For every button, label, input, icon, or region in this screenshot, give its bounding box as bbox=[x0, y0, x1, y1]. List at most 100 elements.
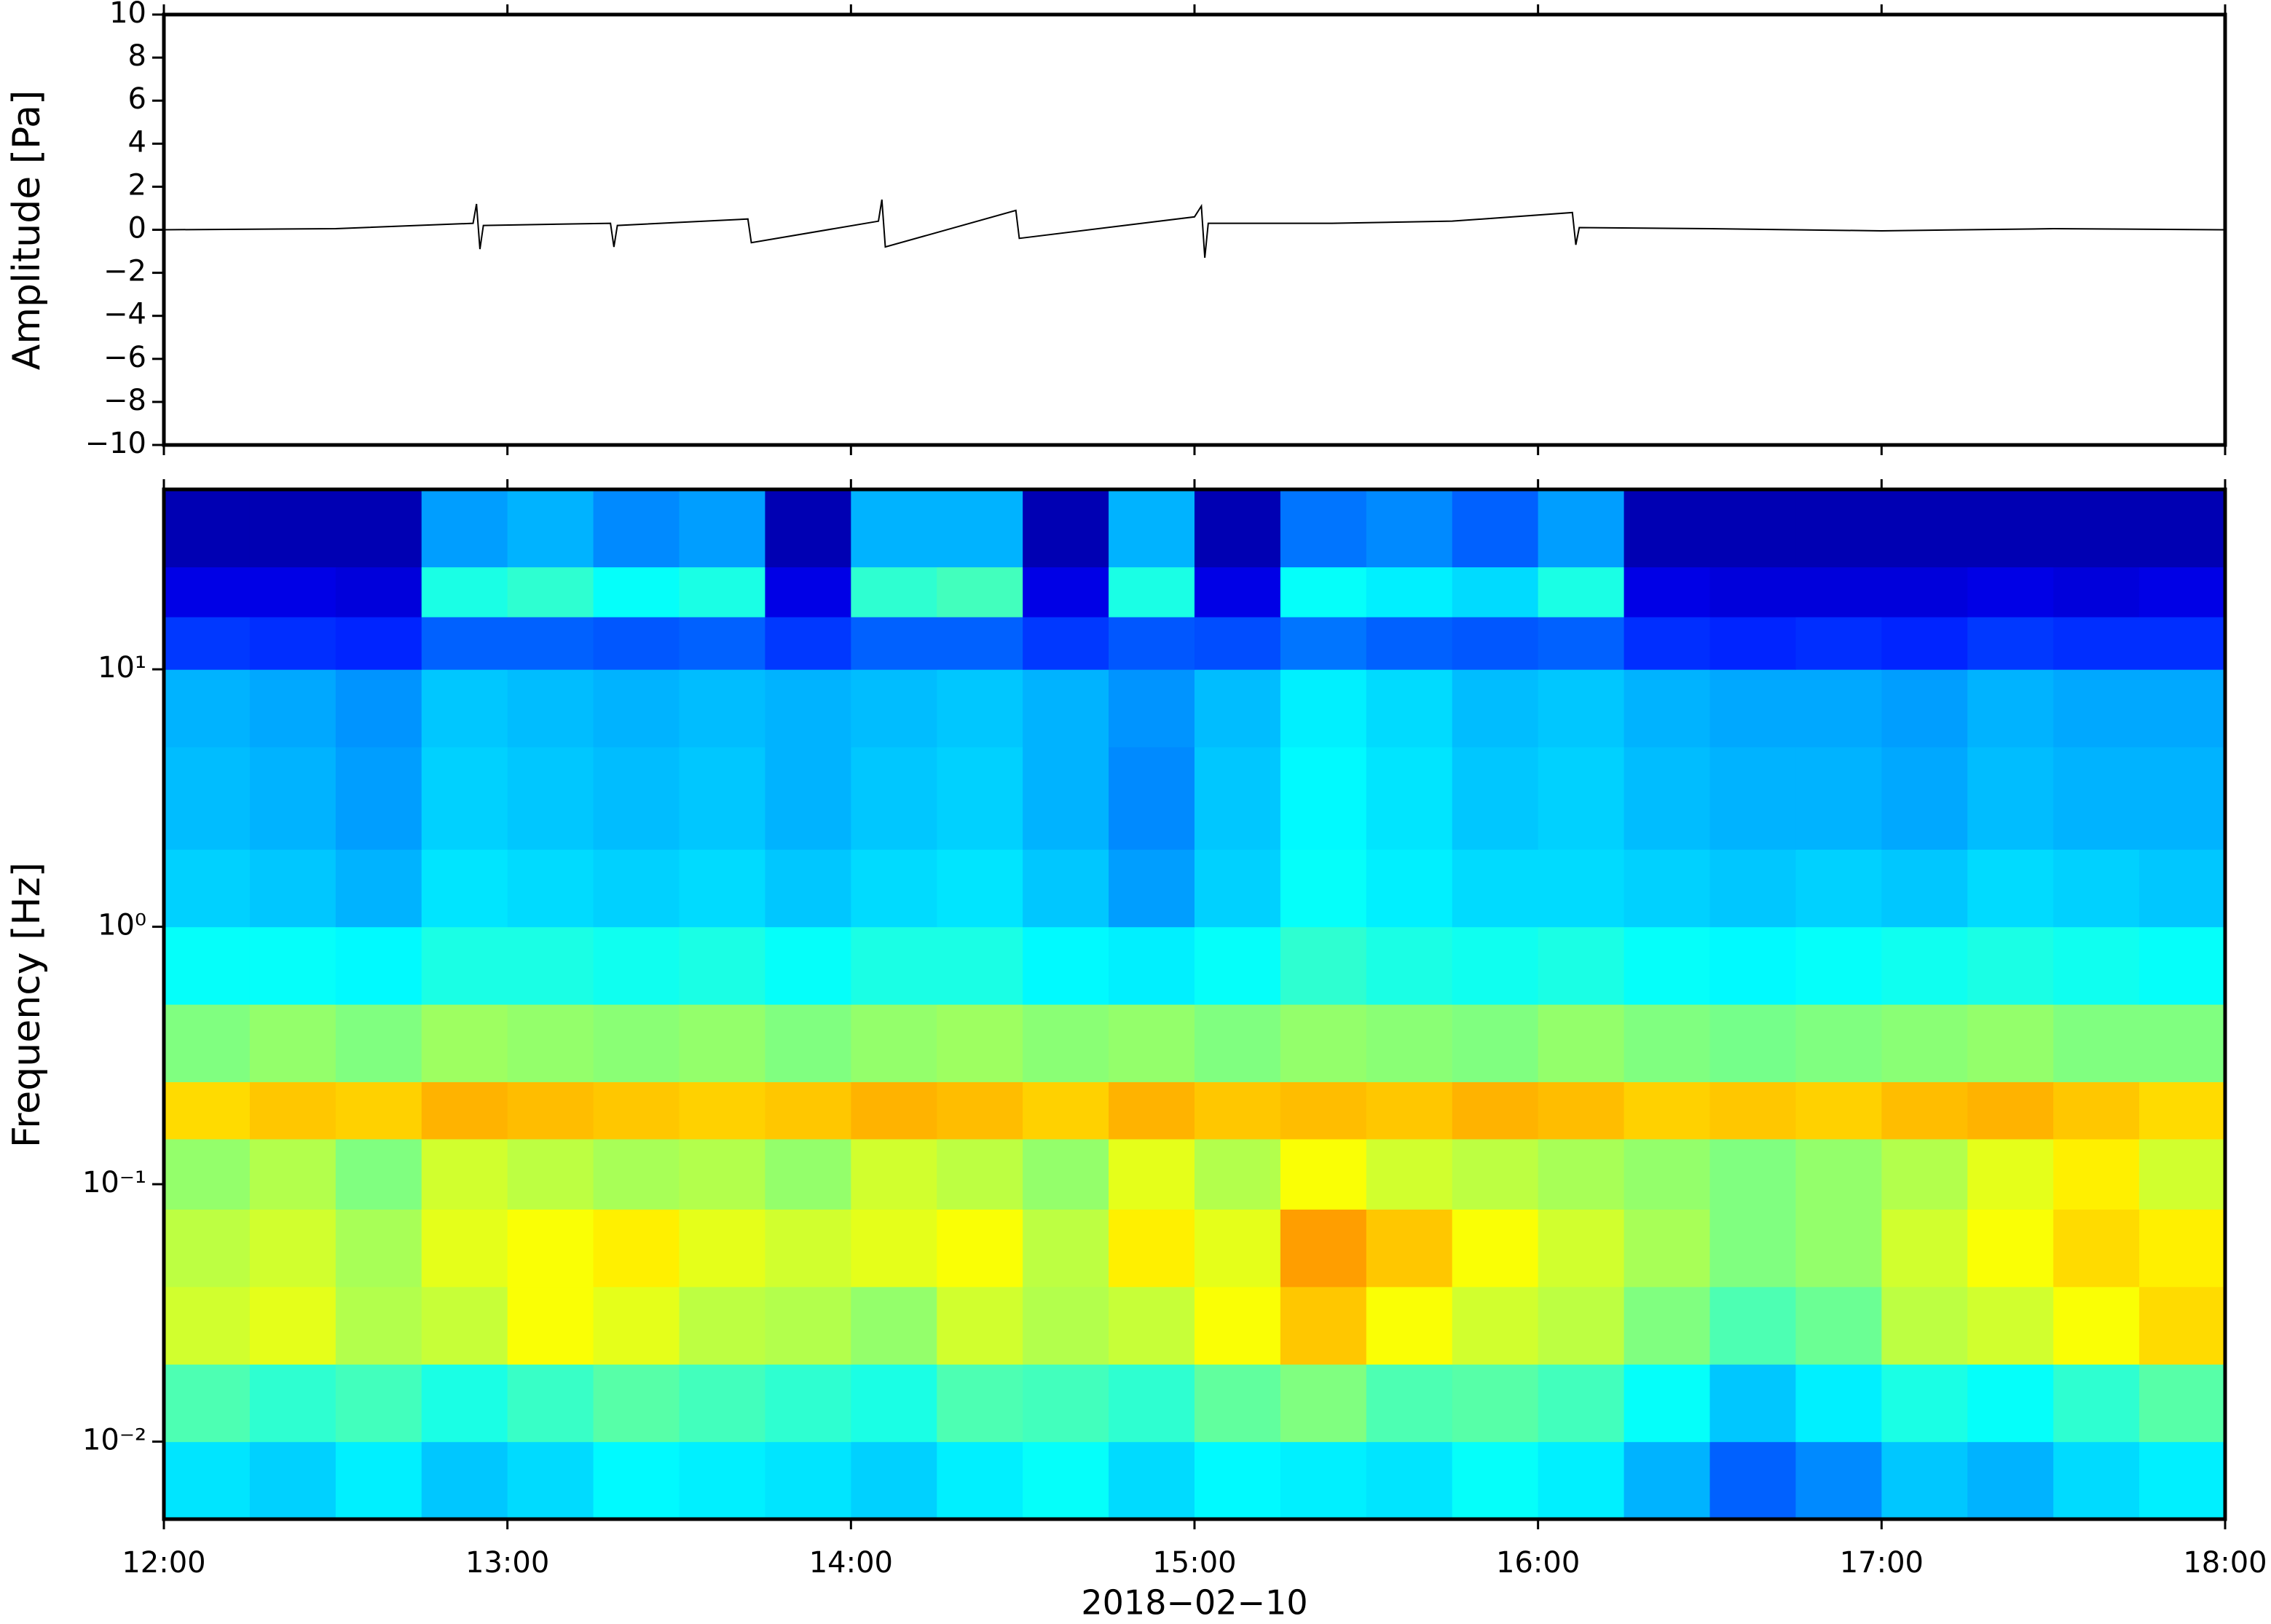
spectrogram-cell bbox=[1967, 669, 2054, 748]
spectrogram-cell bbox=[937, 616, 1023, 670]
spectrogram-cell bbox=[2053, 1004, 2140, 1083]
spectrogram-cell bbox=[1366, 669, 1453, 748]
spectrogram-cell bbox=[249, 669, 336, 748]
spectrogram-cell bbox=[2139, 926, 2226, 1005]
spectrogram-cell bbox=[507, 1138, 594, 1210]
spectrogram-cell bbox=[1280, 1286, 1367, 1365]
spectrogram-cell bbox=[1538, 1138, 1625, 1210]
spectrogram-cell bbox=[937, 669, 1023, 748]
spectrogram-cell bbox=[679, 1138, 766, 1210]
spectrogram-cell bbox=[1280, 489, 1367, 568]
spectrogram-cell bbox=[937, 489, 1023, 568]
spectrogram-cell bbox=[1280, 1441, 1367, 1520]
spectrogram-cell bbox=[1023, 746, 1109, 850]
spectrogram-cell bbox=[851, 849, 937, 928]
spectrogram-cell bbox=[765, 746, 851, 850]
spectrogram-cell bbox=[1023, 567, 1109, 618]
spectrogram-cell bbox=[1881, 1364, 1968, 1443]
spectrogram-cell bbox=[1109, 567, 1195, 618]
spectrogram-cell bbox=[1366, 1209, 1453, 1288]
y-tick-label: 2 bbox=[128, 168, 146, 202]
y-tick-label: 10⁻² bbox=[82, 1424, 146, 1457]
spectrogram-cell bbox=[335, 1364, 422, 1443]
spectrogram-cell bbox=[249, 1081, 336, 1140]
spectrogram-cell bbox=[1023, 1138, 1109, 1210]
spectrogram-cell bbox=[1538, 567, 1625, 618]
spectrogram-cell bbox=[937, 1286, 1023, 1365]
spectrogram-cell bbox=[421, 567, 508, 618]
spectrogram-cell bbox=[1366, 616, 1453, 670]
spectrogram-cell bbox=[1280, 669, 1367, 748]
spectrogram-cell bbox=[2053, 1286, 2140, 1365]
spectrogram-cell bbox=[1023, 1004, 1109, 1083]
spectrogram-cell bbox=[679, 1004, 766, 1083]
spectrogram-cell bbox=[1452, 669, 1539, 748]
spectrogram-cell bbox=[679, 489, 766, 568]
spectrogram-cell bbox=[1109, 669, 1195, 748]
spectrogram-cell bbox=[1023, 849, 1109, 928]
spectrogram-cell bbox=[937, 1081, 1023, 1140]
spectrogram-cell bbox=[507, 926, 594, 1005]
spectrogram-cell bbox=[1967, 616, 2054, 670]
spectrogram-cell bbox=[765, 926, 851, 1005]
spectrogram-cell bbox=[1623, 1138, 1711, 1210]
spectrogram-cell bbox=[679, 926, 766, 1005]
spectrogram-cell bbox=[2053, 746, 2140, 850]
spectrogram-cell bbox=[335, 746, 422, 850]
spectrogram-cell bbox=[1023, 926, 1109, 1005]
spectrogram-cell bbox=[1795, 746, 1882, 850]
spectrogram-cell bbox=[1538, 669, 1625, 748]
spectrogram-cell bbox=[249, 1209, 336, 1288]
spectrogram-cell bbox=[593, 1209, 680, 1288]
spectrogram-cell bbox=[1366, 1138, 1453, 1210]
x-tick-label: 16:00 bbox=[1496, 1546, 1580, 1580]
spectrogram-cell bbox=[335, 1209, 422, 1288]
spectrogram-cell bbox=[1366, 1004, 1453, 1083]
spectrogram-cell bbox=[2139, 1441, 2226, 1520]
spectrogram-cell bbox=[507, 849, 594, 928]
spectrogram-cell bbox=[1194, 1209, 1281, 1288]
spectrogram-cell bbox=[335, 1286, 422, 1365]
spectrogram-cell bbox=[335, 1081, 422, 1140]
spectrogram-cell bbox=[507, 1004, 594, 1083]
spectrogram-cell bbox=[851, 746, 937, 850]
spectrogram-cell bbox=[1452, 1138, 1539, 1210]
y-tick-label: 10¹ bbox=[98, 651, 146, 685]
spectrogram-cell bbox=[937, 1004, 1023, 1083]
spectrogram-cell bbox=[2139, 1209, 2226, 1288]
spectrogram-cell bbox=[1280, 567, 1367, 618]
y-tick-label: −8 bbox=[103, 384, 146, 417]
spectrogram-cell bbox=[2053, 1209, 2140, 1288]
spectrogram-cell bbox=[249, 1004, 336, 1083]
spectrogram-cell bbox=[1452, 1004, 1539, 1083]
spectrogram-cell bbox=[1109, 1441, 1195, 1520]
spectrogram-cell bbox=[164, 567, 251, 618]
spectrogram-cell bbox=[1709, 1209, 1797, 1288]
spectrogram-cell bbox=[1280, 616, 1367, 670]
amplitude-trace bbox=[163, 199, 2226, 259]
spectrogram-cell bbox=[1023, 1441, 1109, 1520]
spectrogram-cell bbox=[1967, 849, 2054, 928]
y-tick-label: 6 bbox=[128, 82, 146, 116]
y-tick-label: 10⁻¹ bbox=[82, 1166, 146, 1199]
spectrogram-cell bbox=[1452, 1209, 1539, 1288]
spectrogram-cell bbox=[593, 669, 680, 748]
spectrogram-cell bbox=[421, 1209, 508, 1288]
spectrogram-cell bbox=[679, 1081, 766, 1140]
spectrogram-cell bbox=[249, 1364, 336, 1443]
spectrogram-cell bbox=[1538, 489, 1625, 568]
spectrogram-cell bbox=[335, 1138, 422, 1210]
spectrogram-cell bbox=[421, 1004, 508, 1083]
spectrogram-cell bbox=[1623, 1286, 1711, 1365]
spectrogram-cell bbox=[421, 1138, 508, 1210]
spectrogram-cell bbox=[1967, 1081, 2054, 1140]
y-tick-label: −6 bbox=[103, 341, 146, 374]
spectrogram-cell bbox=[1623, 567, 1711, 618]
spectrogram-cell bbox=[1881, 1081, 1968, 1140]
spectrogram-cell bbox=[1538, 746, 1625, 850]
spectrogram-cell bbox=[1366, 746, 1453, 850]
spectrogram-cell bbox=[2139, 1364, 2226, 1443]
spectrogram-cell bbox=[1452, 1081, 1539, 1140]
spectrogram-cell bbox=[851, 1209, 937, 1288]
spectrogram-cell bbox=[1109, 1081, 1195, 1140]
